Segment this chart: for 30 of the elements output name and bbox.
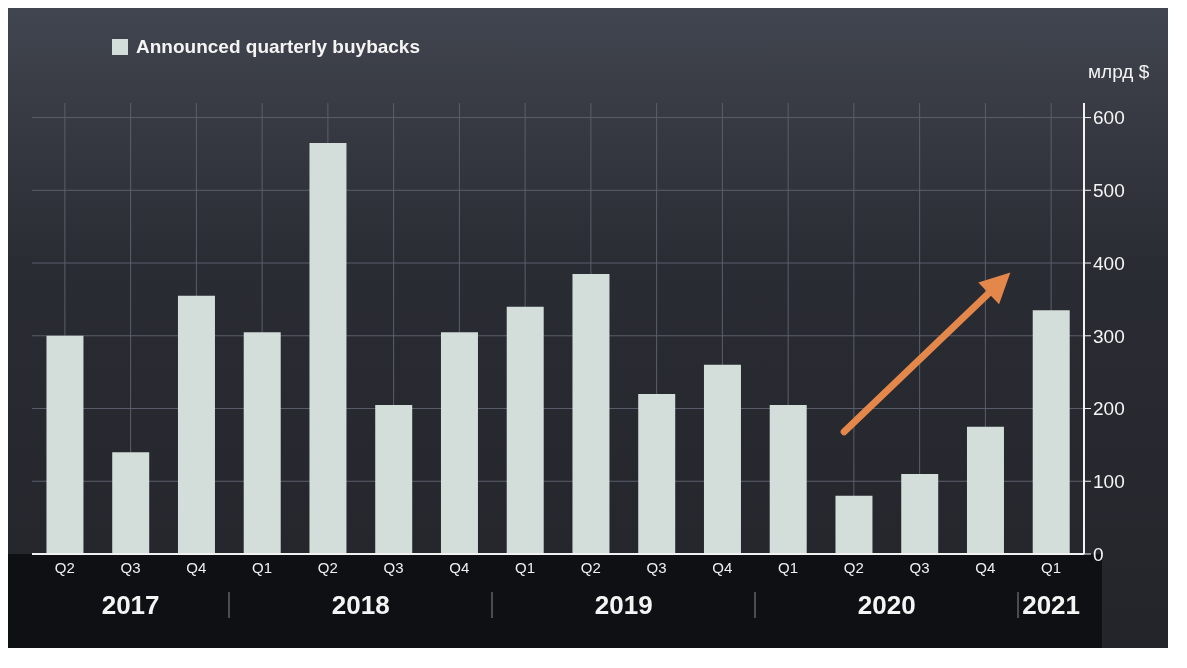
x-tick-label: Q1 (252, 558, 273, 576)
x-tick-label: Q3 (909, 558, 930, 576)
text: 2018 (331, 590, 390, 621)
x-tick-label: Q2 (54, 558, 75, 576)
y-tick-label: 300 (1093, 325, 1125, 347)
y-tick-label: 500 (1093, 180, 1125, 202)
x-tick-label: Q3 (646, 558, 667, 576)
x-tick-label: Q2 (317, 558, 338, 576)
x-tick-label: Q1 (515, 558, 536, 576)
x-tick-label: Q1 (1041, 558, 1062, 576)
x-tick-label: Q4 (449, 558, 470, 576)
x-tick-label: Q4 (712, 558, 733, 576)
y-tick-label: 200 (1093, 398, 1125, 420)
y-axis-title: млрд $ (1088, 61, 1150, 83)
x-tick-label: Q4 (975, 558, 996, 576)
text: 2021 (1022, 590, 1081, 621)
x-tick-label: Q2 (843, 558, 864, 576)
x-tick-label: Q3 (383, 558, 404, 576)
text: 2020 (857, 590, 916, 621)
legend-label: Announced quarterly buybacks (136, 36, 421, 58)
y-tick-label: 100 (1093, 471, 1125, 492)
y-tick-label: 400 (1093, 252, 1125, 274)
y-tick-label: 0 (1093, 543, 1104, 565)
y-tick-label: 600 (1093, 107, 1125, 129)
text: 2019 (594, 590, 653, 621)
text: 2017 (101, 590, 160, 621)
x-tick-label: Q1 (778, 558, 799, 576)
x-tick-label: Q2 (580, 558, 601, 576)
x-tick-label: Q4 (186, 558, 207, 576)
x-tick-label: Q3 (120, 558, 141, 576)
